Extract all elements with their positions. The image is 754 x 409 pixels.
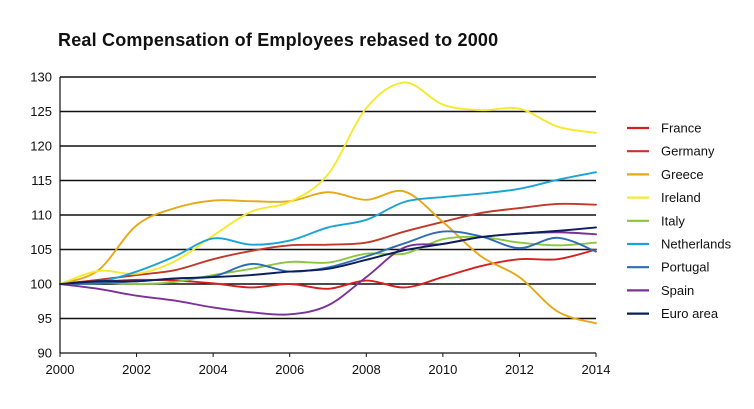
series-line-netherlands xyxy=(59,171,597,285)
legend-label-greece: Greece xyxy=(661,167,704,182)
legend-label-germany: Germany xyxy=(661,144,715,159)
series-line-italy xyxy=(59,235,597,285)
grid-lines xyxy=(60,76,596,320)
legend-label-france: France xyxy=(661,121,701,136)
x-tick-label: 2000 xyxy=(46,362,75,377)
series-lines xyxy=(59,81,597,325)
x-tick-label: 2012 xyxy=(505,362,534,377)
y-tick-label: 90 xyxy=(38,346,52,361)
series-line-germany xyxy=(59,202,597,285)
y-tick-label: 95 xyxy=(38,311,52,326)
y-tick-label: 110 xyxy=(31,208,52,223)
legend: France Germany Greece Ireland Italy Netherlan… xyxy=(627,121,732,321)
legend-label-ireland: Ireland xyxy=(661,190,701,205)
x-tick-labels: 2000 2002 2004 2006 2008 2010 2012 2014 xyxy=(46,362,611,377)
x-tick-label: 2004 xyxy=(199,362,228,377)
series-line-greece xyxy=(59,189,597,325)
y-tick-label: 105 xyxy=(30,242,52,257)
series-line-euro-area xyxy=(59,226,597,285)
legend-label-portugal: Portugal xyxy=(661,260,710,275)
legend-label-spain: Spain xyxy=(661,283,694,298)
y-tick-label: 115 xyxy=(31,173,52,188)
x-tick-label: 2006 xyxy=(275,362,304,377)
chart-title: Real Compensation of Employees rebased t… xyxy=(58,30,499,50)
y-tick-labels: 90 95 100 105 110 115 120 125 130 xyxy=(30,70,52,361)
series-line-ireland xyxy=(59,81,597,285)
x-tick-label: 2014 xyxy=(582,362,611,377)
x-tick-label: 2002 xyxy=(122,362,151,377)
y-tick-label: 130 xyxy=(30,70,52,85)
y-tick-label: 100 xyxy=(30,277,52,292)
y-tick-label: 125 xyxy=(30,104,52,119)
y-tick-label: 120 xyxy=(30,139,52,154)
legend-label-italy: Italy xyxy=(661,213,685,228)
axes xyxy=(59,77,597,357)
x-tick-label: 2008 xyxy=(352,362,381,377)
legend-label-netherlands: Netherlands xyxy=(661,237,732,252)
series-line-portugal xyxy=(59,230,597,285)
x-tick-label: 2010 xyxy=(428,362,457,377)
legend-label-euro-area: Euro area xyxy=(661,306,719,321)
